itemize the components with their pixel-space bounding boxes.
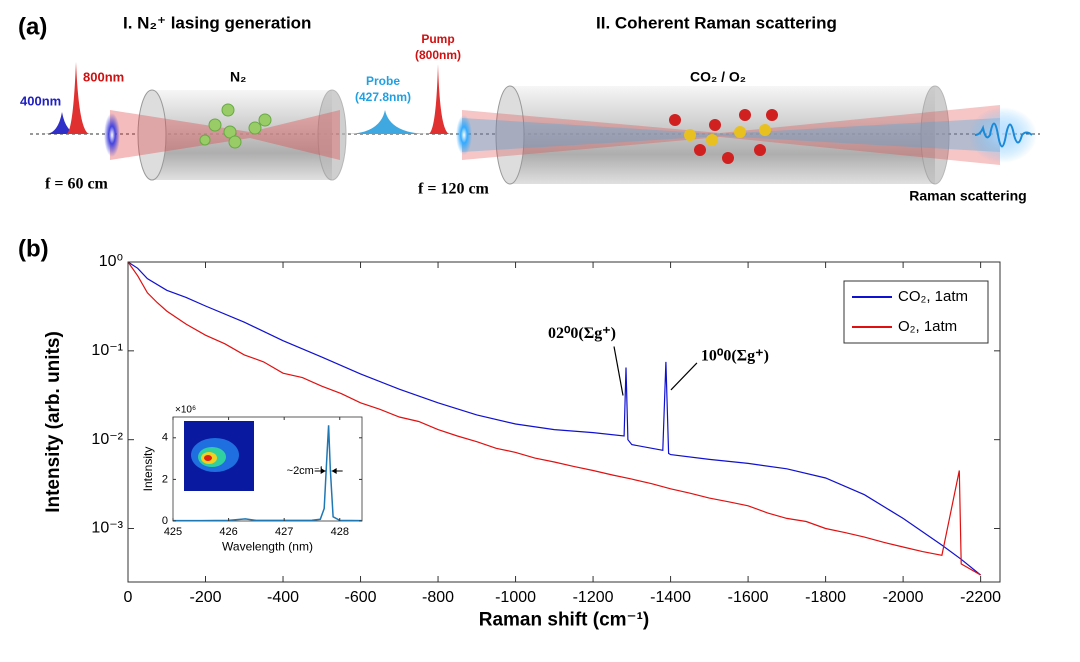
x-tick-label: -400 xyxy=(267,589,299,606)
pulse-label: Pump xyxy=(421,32,454,46)
x-tick-label: -1400 xyxy=(650,589,691,606)
beam-spot xyxy=(104,113,120,157)
x-tick-label: -1600 xyxy=(728,589,769,606)
focus-label: f = 60 cm xyxy=(45,176,109,193)
pulse-800 xyxy=(66,62,90,134)
legend-label: O₂, 1atm xyxy=(898,318,957,335)
pulse-label: Probe xyxy=(366,74,400,88)
emission-wave xyxy=(974,122,1033,148)
x-tick-label: -1800 xyxy=(805,589,846,606)
y-tick-label: 10⁻¹ xyxy=(91,342,123,359)
scale-label: ×10⁶ xyxy=(175,405,196,416)
data-line xyxy=(127,261,981,576)
gas-cell-end xyxy=(920,85,950,185)
stage-title: II. Coherent Raman scattering xyxy=(596,13,837,32)
pulse-400 xyxy=(45,112,80,134)
emission-glow xyxy=(969,107,1037,163)
pulse-label: (800nm) xyxy=(415,48,461,62)
stage-title: I. N₂⁺ lasing generation xyxy=(123,13,311,32)
beam-spot xyxy=(456,115,472,155)
beam xyxy=(462,118,1000,152)
panel-label: (a) xyxy=(18,13,47,40)
molecules xyxy=(669,109,778,164)
x-tick-label: 428 xyxy=(331,526,349,538)
x-tick-label: 0 xyxy=(124,589,133,606)
legend-label: CO₂, 1atm xyxy=(898,288,968,305)
x-tick-label: -1200 xyxy=(573,589,614,606)
gas-cell-end xyxy=(495,85,525,185)
x-axis-label: Raman shift (cm⁻¹) xyxy=(479,609,650,630)
gas-cell xyxy=(510,86,935,184)
probe-pulse xyxy=(345,110,430,134)
annotation-arrow xyxy=(613,346,624,396)
data-line xyxy=(173,425,363,522)
x-tick-label: -800 xyxy=(422,589,454,606)
panel-label: (b) xyxy=(18,235,49,262)
molecules xyxy=(199,103,272,149)
x-tick-label: 425 xyxy=(164,526,182,538)
y-tick-label: 10⁰ xyxy=(99,253,123,270)
x-tick-label: -2000 xyxy=(883,589,924,606)
x-tick-label: -600 xyxy=(345,589,377,606)
inset-plot: 425 426 427 428 0 2 4 Wavelength (nm) Intensity ×… xyxy=(141,405,363,554)
fwhm-arrowhead xyxy=(320,468,337,474)
gas-cell-end xyxy=(317,89,347,181)
beam xyxy=(462,105,1000,165)
gas-label: CO₂ / O₂ xyxy=(690,69,746,85)
gas-cell xyxy=(152,90,332,180)
x-tick-label: 427 xyxy=(275,526,293,538)
y-tick-label: 0 xyxy=(162,515,168,527)
legend-box xyxy=(843,280,989,344)
x-tick-label: -200 xyxy=(189,589,221,606)
gas-label: N₂ xyxy=(230,69,246,85)
y-tick-label: 4 xyxy=(162,432,168,444)
x-tick-label: -1000 xyxy=(495,589,536,606)
pulse-label: 800nm xyxy=(83,69,124,84)
peak-annotation: 10⁰0(Σg⁺) xyxy=(701,348,769,365)
focus-label: f = 120 cm xyxy=(418,181,490,198)
x-axis-label: Wavelength (nm) xyxy=(222,540,313,554)
x-tick-label: 426 xyxy=(219,526,237,538)
y-axis-label: Intensity xyxy=(141,447,155,492)
panel-a: (a) I. N₂⁺ lasing generation II. Coheren… xyxy=(18,13,1040,204)
beam-profile xyxy=(204,455,212,461)
peak-annotation: 02⁰0(Σg⁺) xyxy=(548,325,616,342)
annotation-arrow xyxy=(670,362,698,391)
data-line xyxy=(127,261,981,576)
y-tick-label: 10⁻² xyxy=(91,431,123,448)
pulse-label: (427.8nm) xyxy=(355,90,411,104)
y-axis-label: Intensity (arb. units) xyxy=(43,331,64,513)
gas-cell-end xyxy=(137,89,167,181)
y-tick-label: 2 xyxy=(162,473,168,485)
pump-pulse xyxy=(428,64,450,134)
x-tick-label: -2200 xyxy=(960,589,1001,606)
output-label: Raman scattering xyxy=(909,188,1026,204)
y-tick-label: 10⁻³ xyxy=(91,520,123,537)
pulse-label: 400nm xyxy=(20,93,61,108)
fwhm-label: ~2cm⁻¹ xyxy=(287,465,324,477)
